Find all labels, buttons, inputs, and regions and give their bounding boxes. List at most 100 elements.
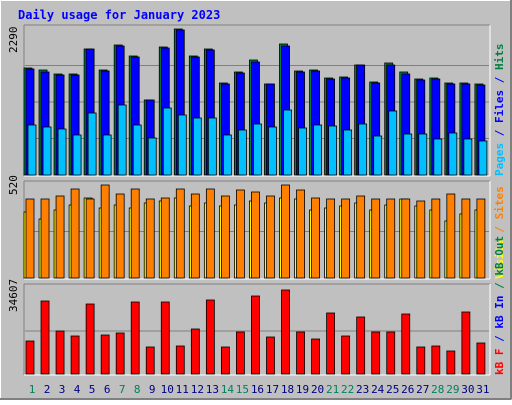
bar-kb-f <box>326 312 336 375</box>
bar-pages <box>448 132 458 176</box>
x-tick-label: 22 <box>341 383 354 396</box>
x-tick-label: 6 <box>104 383 111 396</box>
bar-kb-f <box>160 301 170 375</box>
bar-kb-f <box>175 345 185 375</box>
bar-kb-f <box>461 311 471 375</box>
x-tick-label: 5 <box>89 383 96 396</box>
x-tick-label: 16 <box>251 383 264 396</box>
bar-sites <box>220 195 230 279</box>
bar-kb-f <box>145 346 155 375</box>
bar-pages <box>358 123 368 176</box>
bar-pages <box>253 123 262 176</box>
bar-sites <box>115 193 125 279</box>
y-max-label: 2290 <box>7 27 20 54</box>
x-tick-label: 13 <box>206 383 219 396</box>
bar-kb-f <box>281 289 290 375</box>
bar-kb-f <box>296 331 305 375</box>
bar-pages <box>102 134 112 176</box>
bar-sites <box>25 198 35 279</box>
bar-kb-f <box>25 340 35 375</box>
x-tick-label: 1 <box>29 383 36 396</box>
bar-sites <box>190 193 200 279</box>
side-legend-part: / <box>493 219 506 239</box>
bar-sites <box>401 198 411 279</box>
bar-pages <box>207 117 217 176</box>
x-tick-label: 14 <box>221 383 235 396</box>
side-legend-part: Files <box>493 90 506 123</box>
side-legend-label: kB F / kB In / kB Out <box>493 236 506 375</box>
bar-pages <box>117 104 127 176</box>
bar-sites <box>130 188 140 279</box>
side-legend-label: Pages / Files / Hits <box>493 44 506 177</box>
x-tick-label: 3 <box>59 383 66 396</box>
bar-sites <box>356 195 366 279</box>
bar-sites <box>296 189 305 279</box>
x-tick-label: 18 <box>281 383 294 396</box>
y-max-label: 34607 <box>7 279 20 312</box>
bar-kb-f <box>266 336 275 375</box>
x-tick-label: 27 <box>416 383 429 396</box>
bar-sites <box>476 198 486 279</box>
bar-sites <box>236 189 245 279</box>
bar-kb-f <box>130 301 140 375</box>
bar-sites <box>326 198 336 279</box>
bar-pages <box>238 129 247 176</box>
side-legend-part: kB In <box>493 296 506 329</box>
bar-sites <box>70 188 80 279</box>
bar-sites <box>266 195 275 279</box>
bar-kb-f <box>251 295 260 375</box>
x-tick-label: 10 <box>161 383 174 396</box>
x-tick-label: 11 <box>176 383 189 396</box>
chart-title: Daily usage for January 2023 <box>18 8 220 22</box>
bar-kb-f <box>371 331 381 375</box>
side-legend-part: Visits <box>493 239 506 279</box>
bar-pages <box>463 138 473 176</box>
bar-kb-f <box>85 303 95 375</box>
bar-pages <box>268 126 277 176</box>
chart-panels: 2290 Pages / Files / Hits 520 Visits / Site… <box>7 24 506 376</box>
x-tick-label: 17 <box>266 383 279 396</box>
bar-kb-f <box>205 299 215 375</box>
side-legend-part: Hits <box>493 44 506 71</box>
side-legend-part: / <box>493 276 506 296</box>
bar-pages <box>388 110 398 176</box>
bar-pages <box>403 133 413 176</box>
bar-kb-f <box>416 346 426 375</box>
x-tick-label: 23 <box>356 383 369 396</box>
bar-sites <box>341 198 351 279</box>
x-tick-label: 9 <box>149 383 156 396</box>
x-tick-label: 30 <box>461 383 474 396</box>
side-legend-part: kB Out <box>493 236 506 276</box>
x-tick-label: 28 <box>431 383 444 396</box>
side-legend-part: / <box>493 329 506 349</box>
x-tick-label: 15 <box>236 383 249 396</box>
side-legend-part: Pages <box>493 143 506 176</box>
panel-kbytes: 34607 kB F / kB In / kB Out <box>7 236 506 376</box>
bar-sites <box>175 188 185 279</box>
x-tick-label: 31 <box>476 383 489 396</box>
side-legend-part: / <box>493 70 506 90</box>
bar-pages <box>27 124 37 176</box>
bar-sites <box>281 184 290 279</box>
bar-pages <box>313 124 322 176</box>
bar-sites <box>100 184 110 279</box>
bar-pages <box>72 134 82 176</box>
bar-kb-f <box>431 345 441 375</box>
x-tick-label: 4 <box>74 383 81 396</box>
bar-pages <box>57 128 67 176</box>
x-tick-label: 25 <box>386 383 399 396</box>
bar-pages <box>343 129 353 176</box>
bar-pages <box>162 107 172 176</box>
side-legend-part: Sites <box>493 186 506 219</box>
bar-kb-f <box>341 335 351 375</box>
bar-kb-f <box>386 331 396 375</box>
panel-visits-sites: 520 Visits / Sites <box>7 175 506 280</box>
bar-pages <box>283 109 292 176</box>
x-tick-label: 26 <box>401 383 414 396</box>
side-legend-part: / <box>493 123 506 143</box>
y-max-label: 520 <box>7 175 20 195</box>
bar-kb-f <box>40 300 50 375</box>
bar-kb-f <box>311 338 320 375</box>
bar-sites <box>311 197 320 279</box>
bar-kb-f <box>190 328 200 375</box>
